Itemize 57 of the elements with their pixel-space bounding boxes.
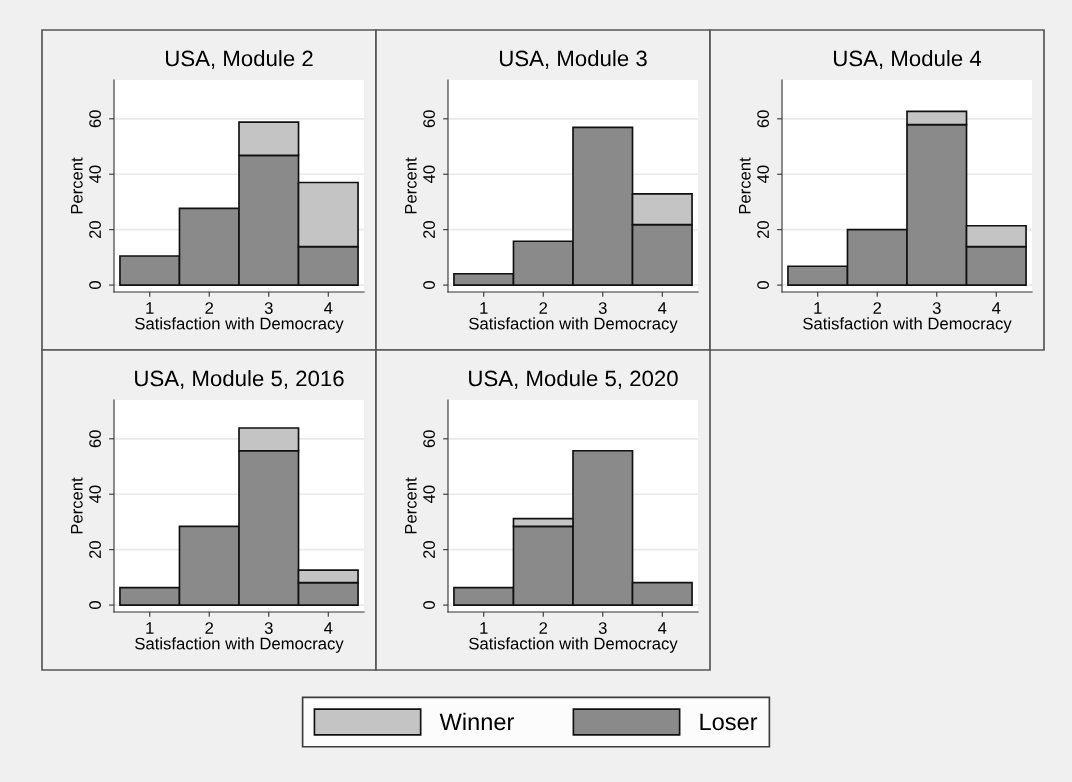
y-axis-title: Percent — [71, 157, 83, 214]
y-tick-label: 0 — [89, 281, 101, 290]
y-tick-label: 40 — [423, 485, 435, 504]
x-axis-title: Satisfaction with Democracy — [135, 637, 344, 653]
x-tick-label: 1 — [814, 302, 822, 314]
y-tick-label: 60 — [89, 110, 101, 128]
x-tick-label: 4 — [658, 302, 667, 314]
y-tick-label: 0 — [757, 281, 769, 290]
y-tick-label: 60 — [423, 110, 435, 128]
y-tick-label: 20 — [423, 541, 435, 559]
y-tick-label: 60 — [89, 430, 101, 448]
x-tick-label: 3 — [932, 302, 941, 314]
x-tick-label: 4 — [658, 622, 667, 634]
legend-label: Loser — [700, 713, 758, 731]
y-tick-label: 40 — [89, 485, 101, 504]
x-tick-label: 3 — [264, 302, 273, 314]
y-tick-label: 40 — [423, 165, 435, 184]
x-tick-label: 3 — [598, 622, 607, 634]
y-tick-label: 0 — [423, 281, 435, 290]
x-tick-label: 1 — [146, 622, 154, 634]
x-tick-label: 1 — [146, 302, 154, 314]
x-tick-label: 3 — [598, 302, 607, 314]
y-tick-label: 20 — [757, 221, 769, 239]
y-axis-title: Percent — [739, 157, 751, 214]
y-axis-title: Percent — [405, 477, 417, 534]
x-axis-title: Satisfaction with Democracy — [469, 317, 678, 333]
x-tick-label: 2 — [539, 622, 548, 634]
x-axis-title: Satisfaction with Democracy — [469, 637, 678, 653]
y-tick-label: 40 — [89, 165, 101, 184]
x-axis-title: Satisfaction with Democracy — [135, 317, 344, 333]
x-tick-label: 1 — [480, 622, 488, 634]
legend-label: Winner — [439, 712, 514, 731]
y-tick-label: 20 — [423, 221, 435, 239]
y-tick-label: 20 — [89, 541, 101, 559]
y-axis-title: Percent — [71, 477, 83, 534]
y-tick-label: 60 — [423, 430, 435, 448]
chart-title: USA, Module 5, 2020 — [469, 370, 678, 389]
x-tick-label: 4 — [324, 302, 333, 314]
x-tick-label: 2 — [873, 302, 882, 314]
x-axis-title: Satisfaction with Democracy — [803, 317, 1012, 333]
x-tick-label: 2 — [205, 622, 214, 634]
x-tick-label: 3 — [264, 622, 273, 634]
y-tick-label: 0 — [89, 601, 101, 610]
x-tick-label: 4 — [992, 302, 1001, 314]
x-tick-label: 2 — [205, 302, 214, 314]
x-tick-label: 4 — [324, 622, 333, 634]
x-tick-label: 2 — [539, 302, 548, 314]
chart-title: USA, Module 3 — [499, 50, 647, 69]
chart-title: USA, Module 2 — [165, 50, 313, 69]
y-tick-label: 0 — [423, 601, 435, 610]
chart-title: USA, Module 5, 2016 — [135, 370, 344, 389]
y-tick-label: 60 — [757, 110, 769, 128]
y-tick-label: 40 — [757, 165, 769, 184]
y-tick-label: 20 — [89, 221, 101, 239]
chart-title: USA, Module 4 — [833, 50, 982, 69]
y-axis-title: Percent — [405, 157, 417, 214]
x-tick-label: 1 — [480, 302, 488, 314]
